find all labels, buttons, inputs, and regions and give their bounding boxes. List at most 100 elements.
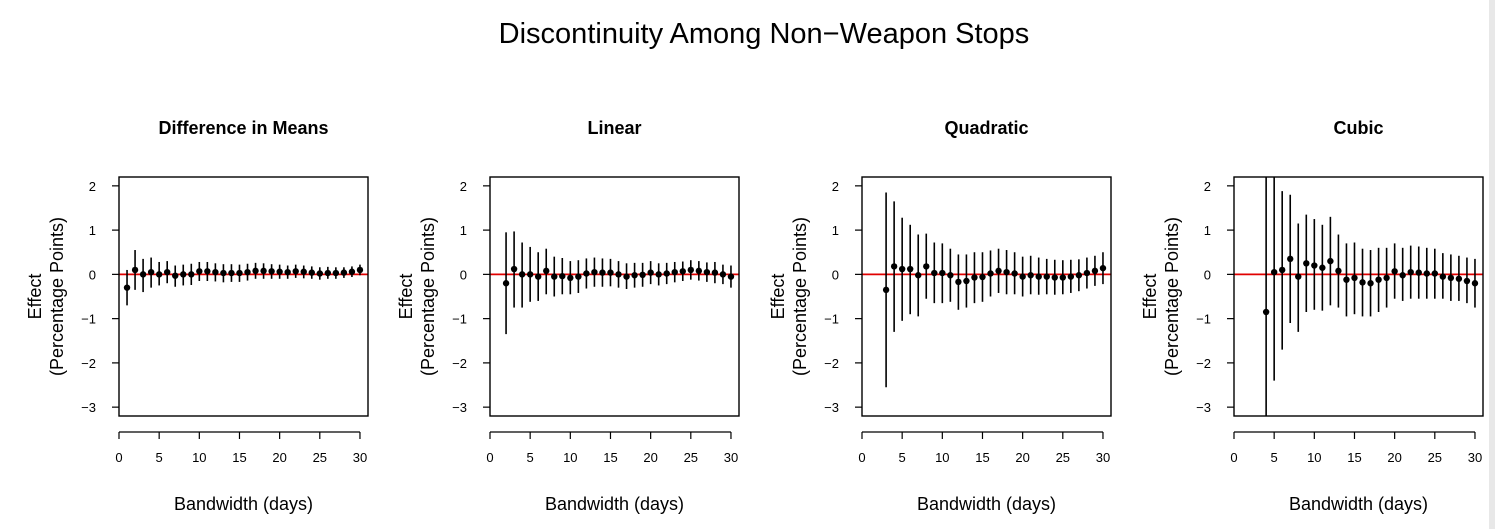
y-tick-label: −2 xyxy=(1196,356,1211,371)
point-estimate xyxy=(252,267,259,275)
point-estimate xyxy=(236,269,243,277)
x-tick-label: 20 xyxy=(643,450,657,465)
y-axis-label: (Percentage Points) xyxy=(790,217,810,376)
y-axis-label: Effect xyxy=(25,274,45,320)
y-tick-label: −1 xyxy=(824,312,839,327)
point-estimate xyxy=(1083,269,1091,277)
point-estimate xyxy=(1075,272,1083,279)
x-tick-label: 5 xyxy=(156,450,163,465)
point-estimate xyxy=(1270,268,1278,276)
point-estimate xyxy=(244,268,251,276)
x-axis-label: Bandwidth (days) xyxy=(1289,494,1428,514)
point-estimate xyxy=(188,271,195,278)
plot-frame xyxy=(489,176,740,417)
point-estimate xyxy=(155,271,163,278)
x-tick-label: 25 xyxy=(684,450,698,465)
y-tick-label: 1 xyxy=(89,223,96,238)
point-estimate xyxy=(1091,267,1099,275)
x-tick-label: 0 xyxy=(486,450,493,465)
point-estimate xyxy=(1059,274,1067,281)
x-tick-label: 15 xyxy=(232,450,246,465)
x-tick-label: 10 xyxy=(1307,450,1321,465)
y-tick-label: −1 xyxy=(452,312,467,327)
y-tick-label: 2 xyxy=(1204,179,1211,194)
point-estimate xyxy=(1343,276,1350,283)
series-marks xyxy=(123,250,364,306)
point-estimate xyxy=(719,271,727,278)
point-estimate xyxy=(663,270,670,277)
point-estimate xyxy=(647,269,654,276)
y-tick-label: 2 xyxy=(460,179,467,194)
x-tick-label: 25 xyxy=(1056,450,1070,465)
y-axis-label: (Percentage Points) xyxy=(1162,217,1182,376)
point-estimate xyxy=(955,278,962,286)
point-estimate xyxy=(623,273,630,280)
point-estimate xyxy=(1471,280,1479,287)
point-estimate xyxy=(1319,264,1326,271)
y-axis-label: Effect xyxy=(768,274,788,320)
y-tick-label: −3 xyxy=(81,400,96,415)
point-estimate xyxy=(711,269,719,276)
point-estimate xyxy=(332,269,340,277)
point-estimate xyxy=(575,273,582,280)
y-tick-label: 1 xyxy=(832,223,839,238)
x-tick-label: 20 xyxy=(1015,450,1029,465)
point-estimate xyxy=(915,272,922,279)
point-estimate xyxy=(543,267,550,275)
point-estimate xyxy=(607,269,614,276)
point-estimate xyxy=(1439,273,1447,280)
point-estimate xyxy=(639,271,646,279)
point-estimate xyxy=(906,265,914,273)
series-marks xyxy=(1262,177,1479,416)
x-tick-label: 30 xyxy=(1096,450,1110,465)
point-estimate xyxy=(1463,277,1471,285)
point-estimate xyxy=(268,268,275,275)
y-tick-label: 0 xyxy=(89,267,96,282)
point-estimate xyxy=(131,266,139,274)
point-estimate xyxy=(147,268,155,276)
point-estimate xyxy=(1455,275,1463,282)
point-estimate xyxy=(1051,274,1058,281)
point-estimate xyxy=(671,268,678,276)
x-tick-label: 25 xyxy=(313,450,327,465)
point-estimate xyxy=(1399,272,1406,279)
y-tick-label: 2 xyxy=(89,179,96,194)
x-tick-label: 15 xyxy=(1347,450,1361,465)
point-estimate xyxy=(163,268,171,276)
y-tick-label: 1 xyxy=(1204,223,1211,238)
point-estimate xyxy=(898,265,906,273)
point-estimate xyxy=(679,268,686,275)
point-estimate xyxy=(1295,273,1302,280)
point-estimate xyxy=(292,268,299,275)
point-estimate xyxy=(963,277,970,285)
x-tick-label: 0 xyxy=(858,450,865,465)
point-estimate xyxy=(1335,267,1342,275)
point-estimate xyxy=(316,270,324,277)
point-estimate xyxy=(923,263,930,270)
point-estimate xyxy=(882,286,890,294)
y-tick-label: −2 xyxy=(452,356,467,371)
point-estimate xyxy=(931,269,938,277)
x-tick-label: 10 xyxy=(192,450,206,465)
point-estimate xyxy=(220,269,227,277)
figure-title: Discontinuity Among Non−Weapon Stops xyxy=(498,18,1030,50)
point-estimate xyxy=(180,271,187,278)
point-estimate xyxy=(703,268,711,276)
x-tick-label: 20 xyxy=(272,450,286,465)
point-estimate xyxy=(939,269,946,277)
point-estimate xyxy=(1431,270,1439,277)
x-axis-label: Bandwidth (days) xyxy=(917,494,1056,514)
point-estimate xyxy=(260,267,267,275)
plot-frame xyxy=(118,176,369,417)
point-estimate xyxy=(1262,308,1270,316)
x-tick-label: 30 xyxy=(353,450,367,465)
x-tick-label: 5 xyxy=(1271,450,1278,465)
point-estimate xyxy=(995,267,1002,275)
y-tick-label: 0 xyxy=(460,267,467,282)
y-axis-label: Effect xyxy=(1140,274,1160,320)
point-estimate xyxy=(518,271,526,278)
y-axis-label: Effect xyxy=(396,274,416,320)
y-tick-label: −1 xyxy=(1196,312,1211,327)
